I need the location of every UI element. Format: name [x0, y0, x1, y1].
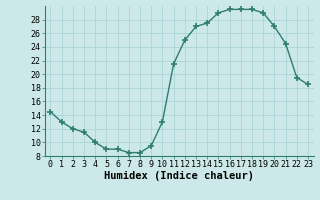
X-axis label: Humidex (Indice chaleur): Humidex (Indice chaleur) — [104, 171, 254, 181]
